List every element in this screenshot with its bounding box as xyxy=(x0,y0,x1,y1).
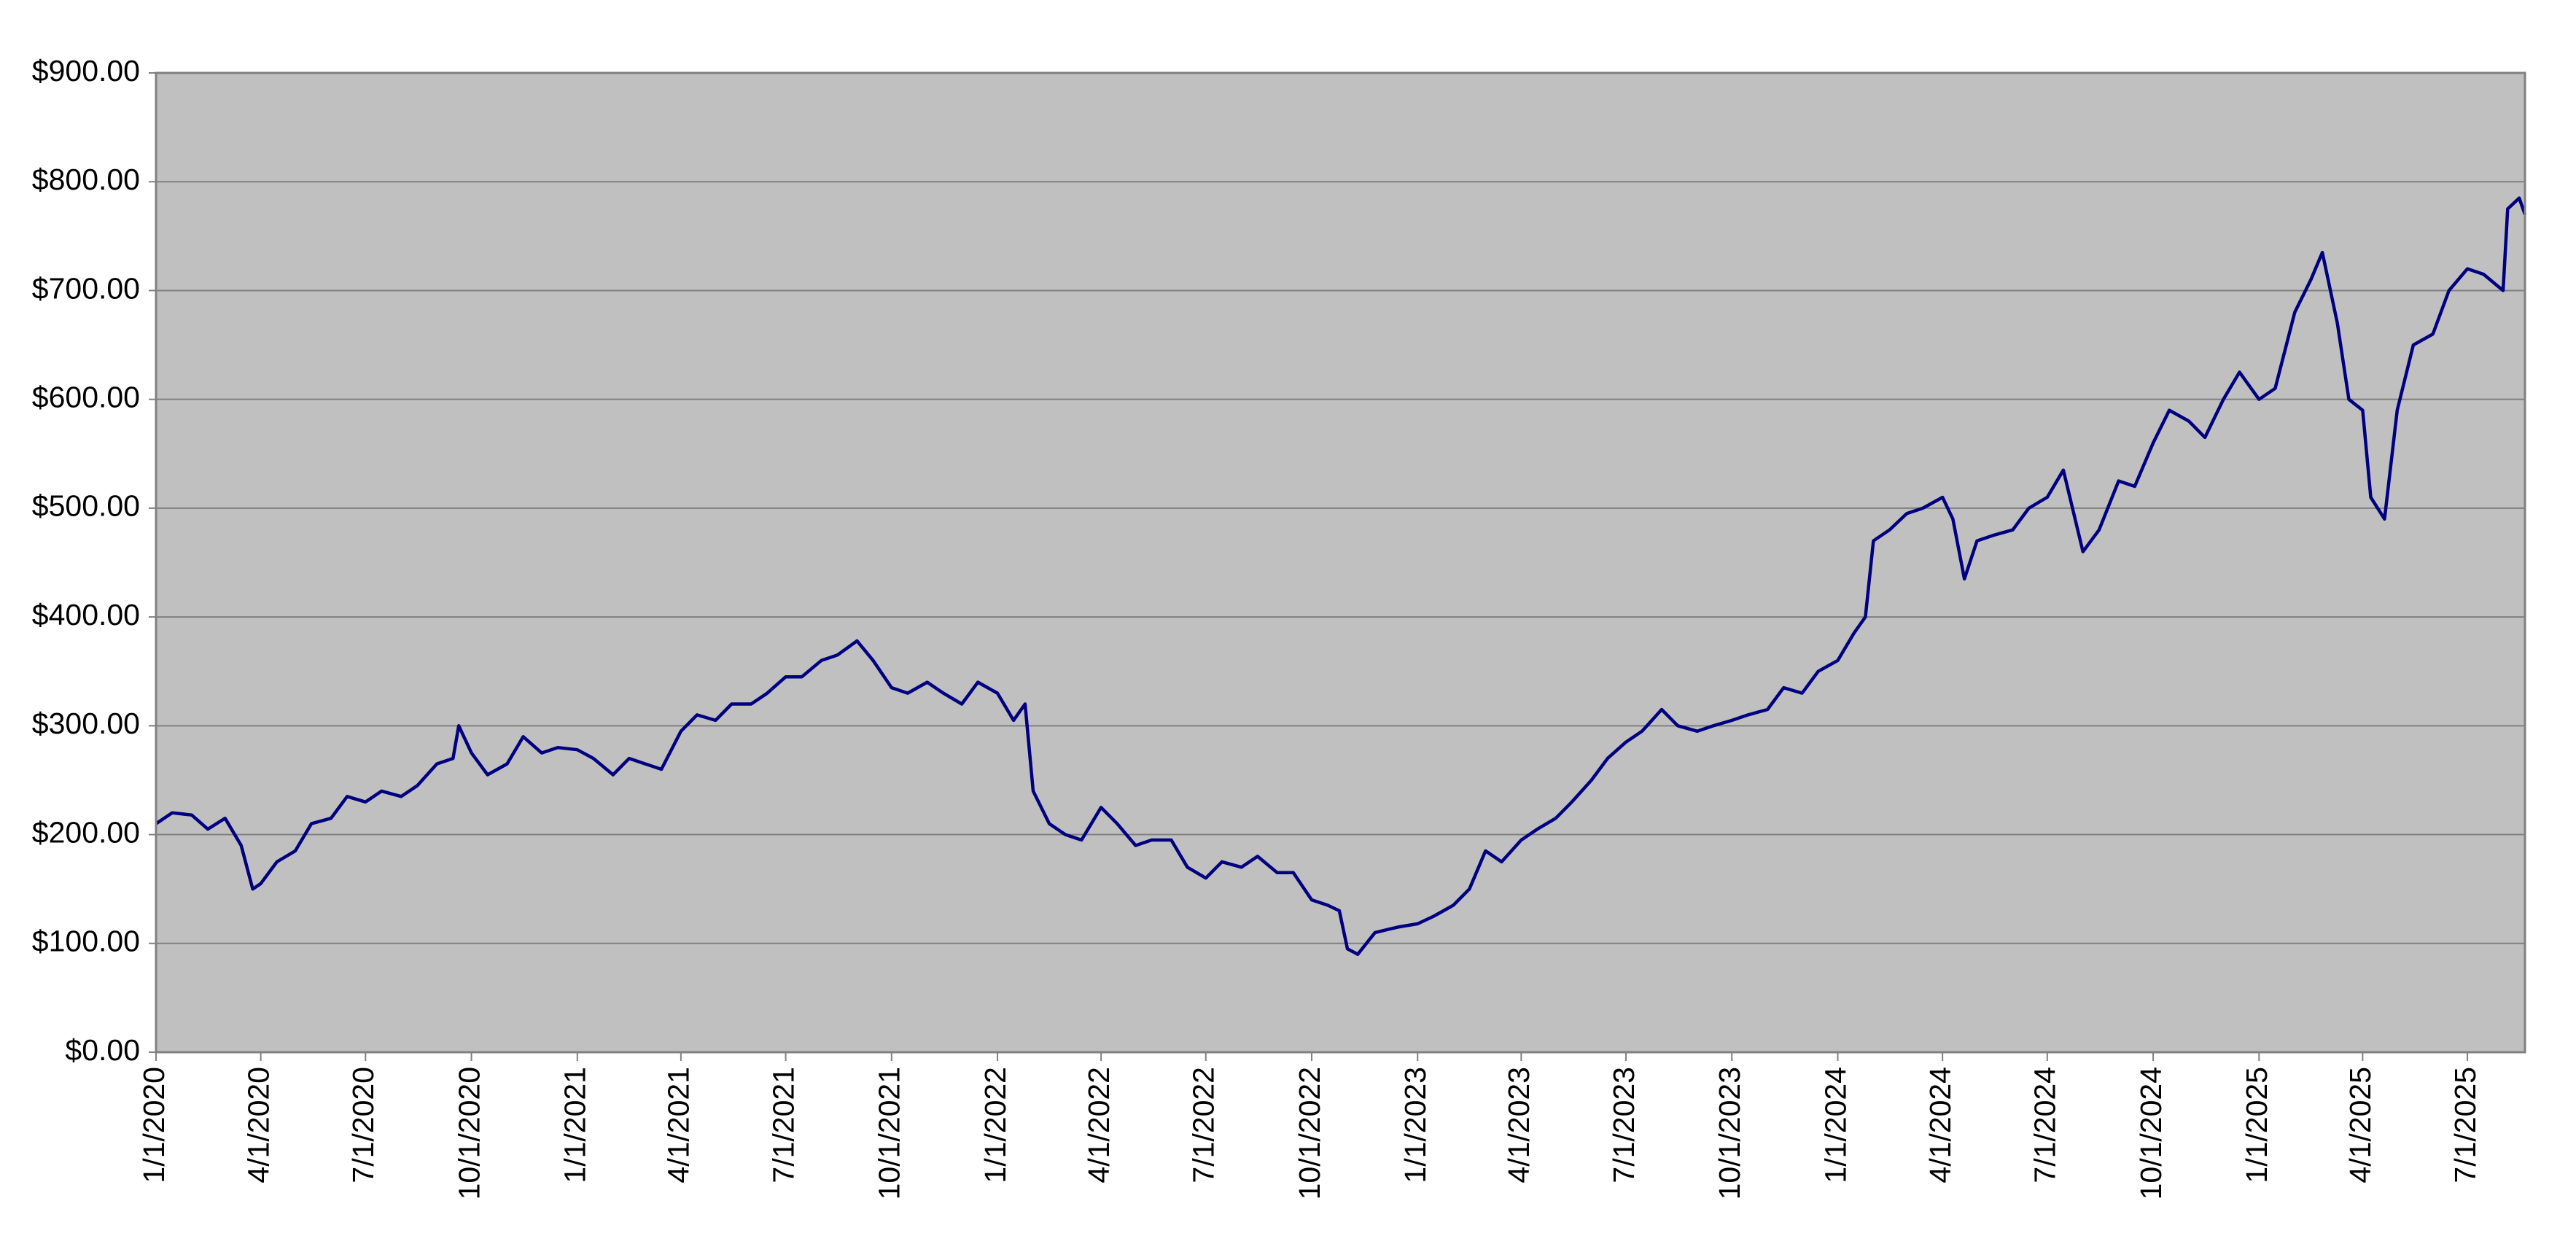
plot-area xyxy=(156,73,2525,1052)
x-tick-label: 7/1/2024 xyxy=(2028,1067,2062,1183)
y-tick-label: $500.00 xyxy=(32,489,140,523)
x-tick-label: 7/1/2025 xyxy=(2448,1067,2482,1183)
y-tick-label: $600.00 xyxy=(32,380,140,413)
y-tick-label: $300.00 xyxy=(32,707,140,740)
x-tick-label: 1/1/2024 xyxy=(1818,1067,1852,1183)
x-tick-label: 10/1/2022 xyxy=(1293,1067,1326,1199)
labels: $0.00 $100.00 $200.00 $300.00 $400.00 $500.00… xyxy=(32,54,2482,1200)
x-tick-label: 10/1/2024 xyxy=(2134,1067,2168,1199)
price-line xyxy=(155,196,2527,956)
x-tick-label: 7/1/2020 xyxy=(346,1067,380,1183)
x-tick-label: 1/1/2023 xyxy=(1398,1067,1432,1183)
plot-border xyxy=(155,71,2526,1054)
x-tick-label: 7/1/2023 xyxy=(1607,1067,1641,1183)
x-tick-label: 10/1/2021 xyxy=(873,1067,906,1199)
x-tick-label: 10/1/2023 xyxy=(1713,1067,1746,1199)
x-tick-label: 1/1/2022 xyxy=(978,1067,1012,1183)
x-tick-label: 1/1/2020 xyxy=(137,1067,171,1183)
y-tick-label: $200.00 xyxy=(32,815,140,849)
x-tick-label: 4/1/2024 xyxy=(1923,1067,1957,1183)
x-tick-label: 1/1/2021 xyxy=(559,1067,592,1183)
x-tick-label: 7/1/2021 xyxy=(766,1067,800,1183)
y-tick-label: $400.00 xyxy=(32,598,140,631)
y-tick-label: $700.00 xyxy=(32,271,140,305)
x-tick-label: 4/1/2020 xyxy=(241,1067,275,1183)
x-tick-label: 7/1/2022 xyxy=(1187,1067,1221,1183)
x-tick-label: 4/1/2022 xyxy=(1082,1067,1116,1183)
x-tick-label: 10/1/2020 xyxy=(452,1067,486,1199)
y-tick-label: $0.00 xyxy=(65,1033,140,1067)
y-tick-label: $900.00 xyxy=(32,54,140,88)
x-tick-label: 4/1/2025 xyxy=(2343,1067,2377,1183)
lines xyxy=(155,196,2527,956)
x-tick-label: 4/1/2021 xyxy=(662,1067,696,1183)
x-tick-label: 1/1/2025 xyxy=(2240,1067,2273,1183)
y-tick-label: $100.00 xyxy=(32,925,140,958)
x-tick-label: 4/1/2023 xyxy=(1502,1067,1536,1183)
y-tick-label: $800.00 xyxy=(32,163,140,196)
